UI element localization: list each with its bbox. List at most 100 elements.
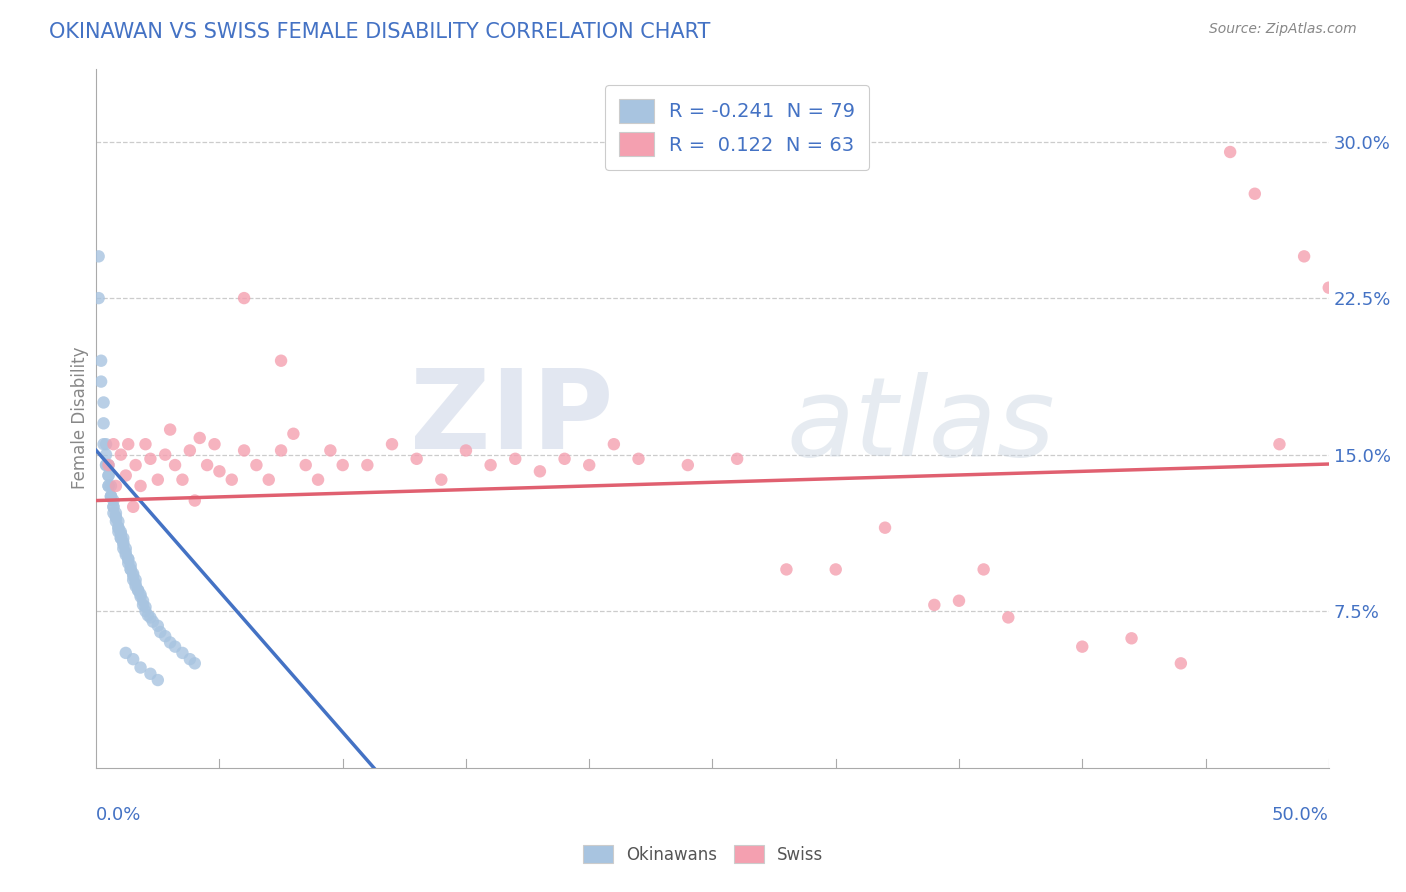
Point [1317,280,1340,294]
Text: 50.0%: 50.0% [1272,806,1329,824]
Point [127,583,149,598]
Point [159,635,181,649]
Point [824,562,846,576]
Point [117,552,139,566]
Point [97,458,120,472]
Point [578,458,600,472]
Point [103,437,125,451]
Point [676,458,699,472]
Text: OKINAWAN VS SWISS FEMALE DISABILITY CORRELATION CHART: OKINAWAN VS SWISS FEMALE DISABILITY CORR… [49,22,710,42]
Point [208,464,231,478]
Point [110,527,132,541]
Point [117,556,139,570]
Point [97,458,120,472]
Point [107,515,129,529]
Point [973,562,995,576]
Point [146,619,169,633]
Point [1170,657,1192,671]
Point [120,558,142,573]
Point [110,531,132,545]
Point [117,437,139,451]
Point [179,443,201,458]
Point [1219,145,1241,159]
Point [1294,249,1316,263]
Point [184,493,207,508]
Point [924,598,946,612]
Point [94,437,117,451]
Point [356,458,378,472]
Point [129,479,152,493]
Point [120,562,142,576]
Point [94,448,117,462]
Point [117,552,139,566]
Point [172,646,194,660]
Point [233,443,256,458]
Point [142,615,165,629]
Point [221,473,243,487]
Point [90,375,112,389]
Point [195,458,218,472]
Point [100,489,122,503]
Point [1071,640,1094,654]
Point [134,604,156,618]
Point [124,458,146,472]
Point [124,573,146,587]
Point [775,562,797,576]
Point [139,451,162,466]
Point [184,657,207,671]
Point [107,521,129,535]
Point [122,573,145,587]
Point [122,566,145,581]
Point [100,479,122,493]
Point [1243,186,1265,201]
Point [134,437,156,451]
Text: 0.0%: 0.0% [96,806,142,824]
Point [179,652,201,666]
Y-axis label: Female Disability: Female Disability [72,347,89,490]
Point [146,473,169,487]
Point [120,562,142,576]
Point [122,652,145,666]
Point [104,479,127,493]
Point [122,568,145,582]
Point [603,437,626,451]
Text: Source: ZipAtlas.com: Source: ZipAtlas.com [1209,22,1357,37]
Point [204,437,226,451]
Point [307,473,329,487]
Point [129,590,152,604]
Point [233,291,256,305]
Point [132,593,155,607]
Point [114,548,136,562]
Point [319,443,342,458]
Point [149,625,172,640]
Point [155,629,177,643]
Point [97,479,120,493]
Point [104,510,127,524]
Point [122,500,145,514]
Point [430,473,453,487]
Point [725,451,748,466]
Point [90,353,112,368]
Point [146,673,169,687]
Point [134,599,156,614]
Point [479,458,502,472]
Point [124,579,146,593]
Point [114,468,136,483]
Point [381,437,404,451]
Point [1268,437,1291,451]
Point [283,426,305,441]
Point [873,521,896,535]
Point [107,524,129,539]
Point [112,531,135,545]
Point [93,417,115,431]
Point [554,451,576,466]
Text: atlas: atlas [786,372,1054,479]
Point [112,535,135,549]
Point [100,489,122,503]
Point [529,464,551,478]
Point [124,577,146,591]
Point [110,531,132,545]
Point [136,608,159,623]
Point [332,458,354,472]
Point [129,660,152,674]
